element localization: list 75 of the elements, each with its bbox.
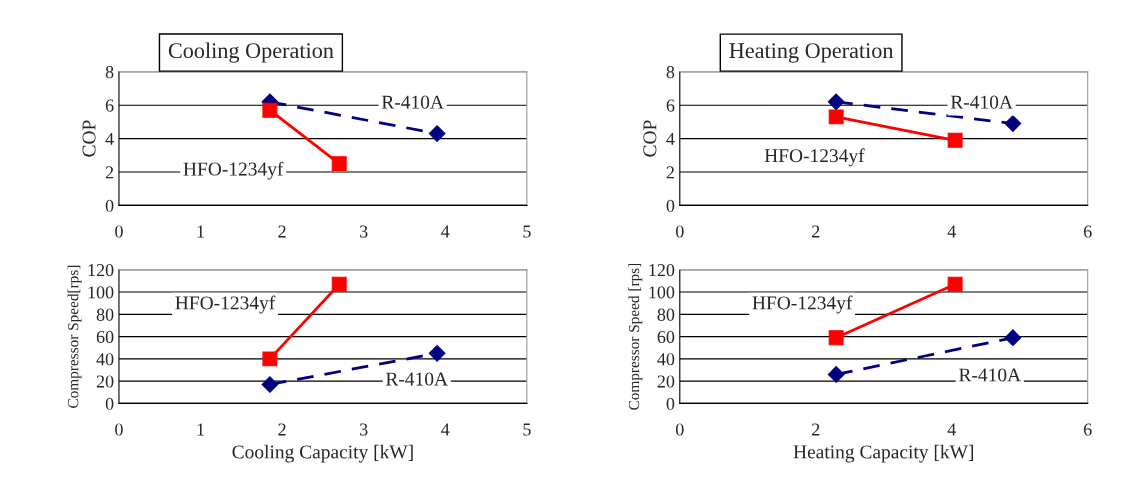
y-tick-label: 40 [96,353,114,366]
point [331,276,347,292]
chart-title: Cooling Operation [168,42,334,63]
x-tick-label: 1 [197,225,204,238]
y-tick-label: 100 [88,286,114,299]
point [827,93,845,111]
y-tick-label: 0 [666,397,675,410]
series-label: R-410A [381,95,444,109]
x-tick-label: 2 [278,225,286,238]
y-tick-label: 40 [657,353,675,366]
x-tick-label: 2 [812,225,820,238]
point [428,344,446,362]
y-tick-label: 6 [666,99,675,112]
y-tick-label: 20 [96,375,114,388]
point [262,351,278,367]
point [331,156,347,172]
x-tick-label: 1 [197,423,204,436]
y-tick-label: 0 [666,199,675,212]
x-tick-label: 2 [812,423,820,436]
point [828,330,844,346]
y-tick-label: 60 [657,330,675,344]
x-tick-label: 5 [523,423,531,436]
x-tick-label: 0 [115,225,123,238]
y-tick-label: 0 [105,199,114,212]
x-tick-label: 4 [947,225,956,238]
x-tick-label: 2 [278,423,286,436]
point [261,376,279,393]
series-label: HFO-1234yf [183,161,284,180]
x-tick-label: 6 [1083,423,1092,436]
x-tick-label: 0 [675,225,684,238]
y-tick-label: 120 [88,264,114,277]
point [262,102,278,118]
x-tick-label: 3 [360,225,368,238]
series-label: R-410A [959,368,1021,382]
x-tick-label: 4 [441,225,450,238]
y-tick-label: 20 [657,375,675,388]
chart-title: Heating Operation [729,43,894,63]
point [827,366,845,383]
y-tick-label: 6 [105,99,114,112]
series-label: HFO-1234yf [752,295,853,314]
y-tick-label: 2 [105,166,114,179]
point [1004,115,1022,132]
point [828,109,844,125]
point [428,125,446,142]
y-tick-label: 4 [105,132,114,145]
series-label: R-410A [385,372,448,386]
x-axis-title: Heating Capacity [kW] [793,444,973,463]
y-axis-title: COP [82,120,96,157]
series-label: HFO-1234yf [764,148,865,167]
x-tick-label: 4 [441,423,450,436]
x-tick-label: 0 [115,423,123,436]
point [947,132,963,148]
y-tick-label: 2 [666,166,674,179]
x-tick-label: 0 [675,423,684,436]
y-axis-title: Compressor Speed [rps] [628,263,643,410]
x-tick-label: 3 [360,423,368,436]
y-tick-label: 100 [649,286,675,299]
x-tick-label: 6 [1083,225,1092,238]
x-tick-label: 5 [523,225,531,238]
y-tick-label: 8 [105,66,114,79]
series-label: R-410A [950,95,1013,109]
point [1004,329,1022,347]
y-tick-label: 120 [649,264,675,277]
series-label: HFO-1234yf [175,295,276,314]
y-axis-title: COP [643,120,657,157]
x-tick-label: 4 [947,423,956,436]
y-tick-label: 60 [96,330,114,344]
y-tick-label: 8 [666,66,675,79]
y-tick-label: 0 [105,397,114,410]
point [947,276,963,292]
x-axis-title: Cooling Capacity [kW] [232,444,413,463]
y-axis-title: Compressor Speed[rps] [67,265,82,408]
y-tick-label: 4 [666,132,675,145]
y-tick-label: 80 [657,308,675,321]
y-tick-label: 80 [96,308,114,321]
